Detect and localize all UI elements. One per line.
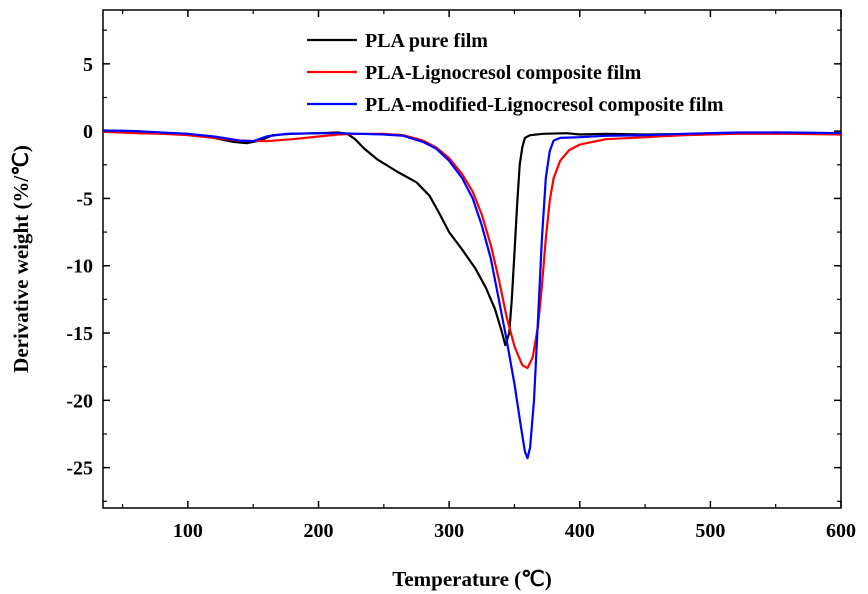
legend-label: PLA pure film	[365, 30, 488, 52]
y-tick-label: -25	[66, 458, 93, 480]
series-line	[102, 129, 842, 347]
legend-label: PLA-modified-Lignocresol composite film	[365, 94, 724, 116]
x-tick-label: 200	[304, 520, 334, 542]
x-tick-label: 500	[695, 520, 725, 542]
series-line	[102, 130, 842, 370]
x-tick-label: 300	[434, 520, 464, 542]
y-tick-label: -5	[76, 188, 93, 210]
plot-frame	[102, 9, 842, 509]
y-tick-label: 0	[83, 121, 93, 143]
legend: PLA pure film PLA-Lignocresol composite f…	[307, 30, 724, 116]
x-axis-ticks: 100 200 300 400 500 600	[121, 10, 856, 542]
x-axis-title: Temperature (℃)	[392, 567, 551, 591]
series-layer	[102, 129, 842, 460]
y-tick-label: -15	[66, 323, 93, 345]
x-tick-label: 100	[173, 520, 203, 542]
y-axis-ticks: 5 0 -5 -10 -15 -20 -25	[66, 29, 841, 502]
y-tick-label: -10	[66, 256, 93, 278]
y-tick-label: 5	[83, 54, 93, 76]
x-tick-label: 600	[826, 520, 856, 542]
y-axis-title: Derivative weight (%/℃)	[9, 145, 33, 373]
y-tick-label: -20	[66, 390, 93, 412]
series-line	[102, 129, 842, 460]
x-tick-label: 400	[565, 520, 595, 542]
legend-label: PLA-Lignocresol composite film	[365, 62, 642, 84]
